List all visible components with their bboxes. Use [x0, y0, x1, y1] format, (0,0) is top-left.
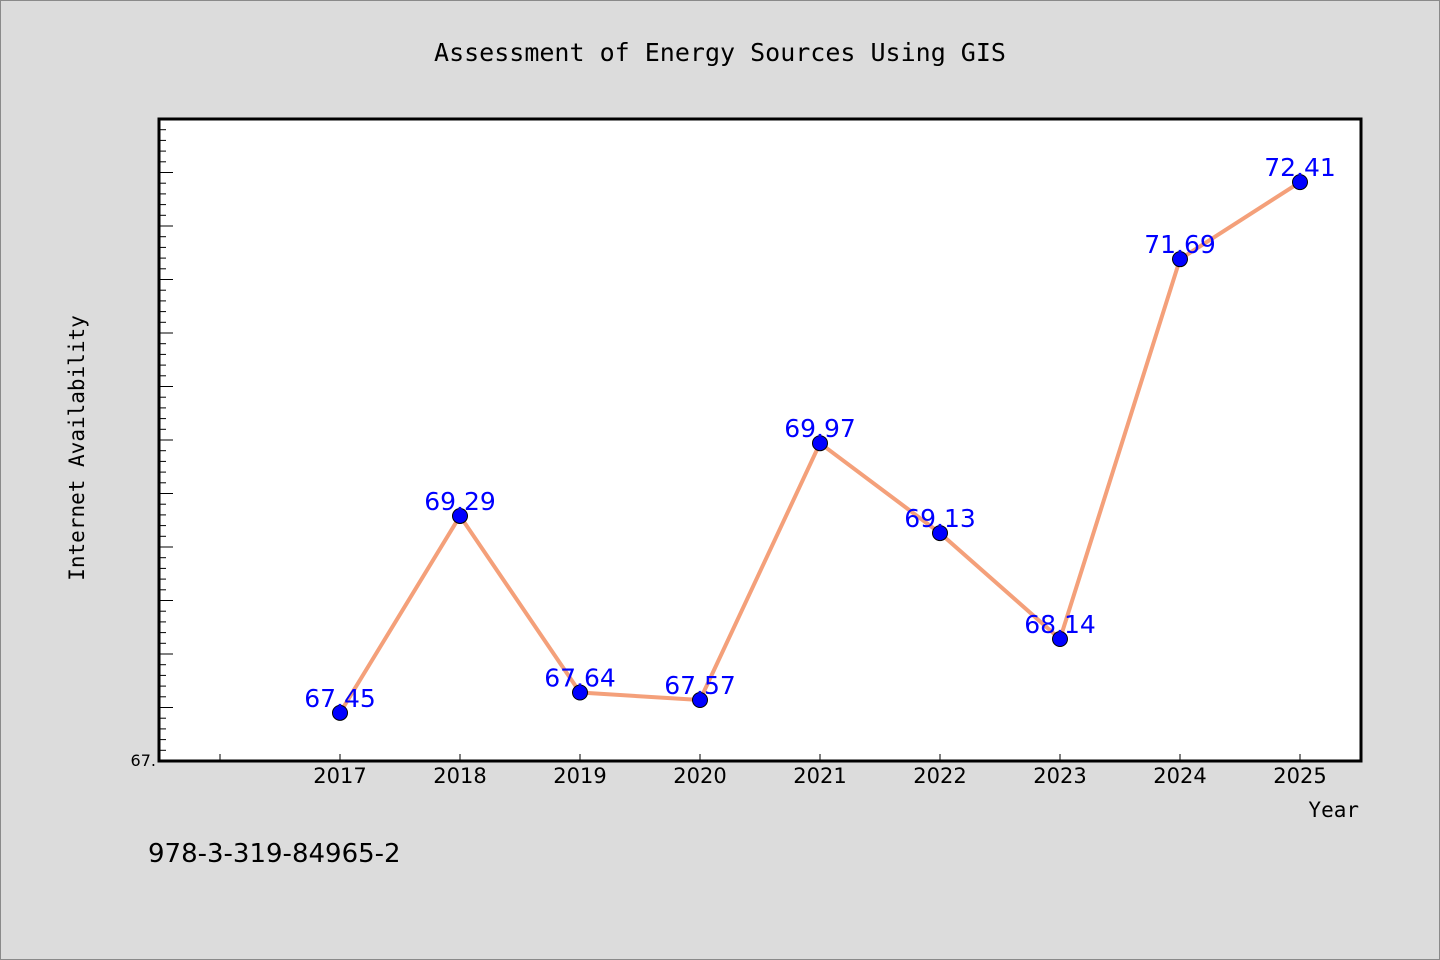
data-label: 67.45: [304, 684, 376, 713]
data-point: [1172, 251, 1188, 268]
x-tick-label: 2024: [1153, 764, 1206, 788]
x-tick-label: 2020: [673, 764, 726, 788]
y-tick-label: 67.: [131, 751, 156, 770]
data-point: [932, 525, 948, 542]
data-label: 68.14: [1024, 610, 1096, 639]
data-label: 67.64: [544, 664, 616, 693]
y-axis-label: Internet Availability: [65, 315, 89, 581]
x-tick-label: 2021: [793, 764, 846, 788]
data-label: 72.41: [1264, 153, 1336, 182]
data-label: 71.69: [1144, 230, 1216, 259]
data-point: [812, 435, 828, 452]
data-label: 67.57: [664, 671, 736, 700]
data-point: [1292, 174, 1308, 191]
y-axis-ticks: [159, 118, 173, 762]
data-point: [572, 684, 588, 701]
plot-area: [157, 117, 1363, 763]
x-tick-label: 2019: [553, 764, 606, 788]
x-tick-label: 2017: [313, 764, 366, 788]
data-label: 69.29: [424, 487, 496, 516]
x-tick-label: 2025: [1273, 764, 1326, 788]
x-axis-label: Year: [1308, 798, 1359, 822]
data-point: [452, 507, 468, 524]
x-tick-label: 2022: [913, 764, 966, 788]
x-axis-ticks: 2017 2018 2019 2020 2021 2022 2023 2024 2025: [219, 754, 1327, 788]
chart-title: Assessment of Energy Sources Using GIS: [434, 38, 1006, 67]
series-layer: 67.45 69.29 67.64 67.57 69.97 69.13 68.14 71.69…: [304, 153, 1336, 721]
data-label: 69.13: [904, 504, 976, 533]
data-point: [692, 692, 708, 709]
footer-isbn: 978-3-319-84965-2: [148, 839, 401, 869]
data-point: [332, 704, 348, 721]
x-tick-label: 2018: [433, 764, 486, 788]
x-tick-label: 2023: [1033, 764, 1086, 788]
data-label: 69.97: [784, 414, 856, 443]
data-point: [1052, 631, 1068, 648]
